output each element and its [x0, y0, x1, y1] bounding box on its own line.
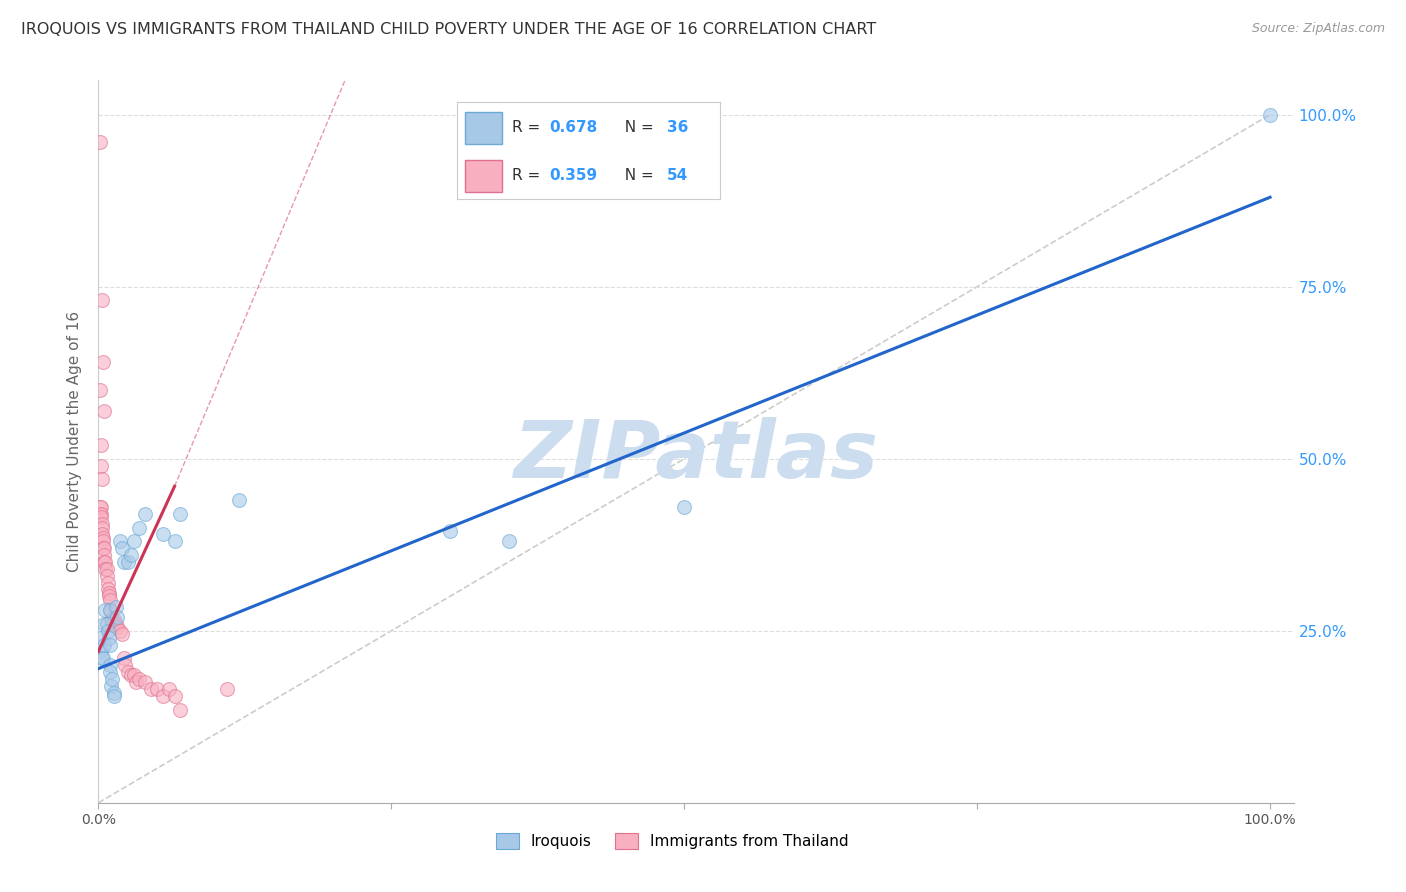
Point [89, 500, 111, 514]
Point [93, 541, 115, 556]
Point [163, 534, 186, 549]
Y-axis label: Child Poverty Under the Age of 16: Child Poverty Under the Age of 16 [67, 311, 83, 572]
Point [120, 548, 142, 562]
Point [96, 562, 118, 576]
Point [98, 603, 121, 617]
Point [111, 627, 134, 641]
Point [134, 507, 156, 521]
Point [90, 500, 112, 514]
Point [93, 638, 115, 652]
Point [128, 672, 150, 686]
Point [498, 534, 520, 549]
Point [125, 675, 148, 690]
Point [93, 548, 115, 562]
Point [122, 534, 145, 549]
Point [90, 458, 112, 473]
Text: ZIPatlas: ZIPatlas [513, 417, 879, 495]
Point [146, 682, 169, 697]
Text: Source: ZipAtlas.com: Source: ZipAtlas.com [1251, 22, 1385, 36]
Point [152, 689, 174, 703]
Point [673, 500, 696, 514]
Point [91, 534, 114, 549]
Point [90, 517, 114, 532]
Point [122, 668, 145, 682]
Point [90, 651, 114, 665]
Point [90, 472, 114, 486]
Point [108, 534, 131, 549]
Point [439, 524, 461, 538]
Point [105, 620, 128, 634]
Point [93, 403, 115, 417]
Point [89, 135, 111, 149]
Point [105, 616, 128, 631]
Point [120, 668, 142, 682]
Point [98, 631, 121, 645]
Legend: Iroquois, Immigrants from Thailand: Iroquois, Immigrants from Thailand [496, 833, 848, 849]
Point [157, 682, 180, 697]
Point [141, 682, 163, 697]
Point [103, 686, 125, 700]
Point [93, 616, 115, 631]
Point [105, 599, 128, 614]
Point [97, 582, 120, 597]
Point [91, 355, 114, 369]
Point [90, 438, 112, 452]
Point [117, 665, 139, 679]
Point [98, 638, 121, 652]
Point [98, 603, 121, 617]
Point [91, 531, 114, 545]
Point [114, 658, 136, 673]
Point [103, 614, 125, 628]
Point [96, 616, 118, 631]
Point [98, 665, 121, 679]
Point [128, 520, 150, 534]
Point [100, 679, 122, 693]
Text: IROQUOIS VS IMMIGRANTS FROM THAILAND CHILD POVERTY UNDER THE AGE OF 16 CORRELATI: IROQUOIS VS IMMIGRANTS FROM THAILAND CHI… [21, 22, 876, 37]
Point [91, 651, 114, 665]
Point [98, 658, 121, 673]
Point [108, 624, 131, 638]
Point [98, 592, 121, 607]
Point [90, 510, 112, 524]
Point [98, 586, 121, 600]
Point [100, 614, 122, 628]
Point [90, 644, 112, 658]
Point [90, 507, 112, 521]
Point [112, 651, 135, 665]
Point [101, 672, 124, 686]
Point [89, 631, 111, 645]
Point [228, 493, 250, 508]
Point [152, 527, 174, 541]
Point [96, 568, 118, 582]
Point [90, 520, 114, 534]
Point [94, 603, 117, 617]
Point [90, 293, 114, 308]
Point [97, 624, 120, 638]
Point [112, 555, 135, 569]
Point [117, 555, 139, 569]
Point [134, 675, 156, 690]
Point [163, 689, 186, 703]
Point [169, 703, 191, 717]
Point [1258, 108, 1281, 122]
Point [94, 562, 117, 576]
Point [101, 614, 124, 628]
Point [105, 610, 128, 624]
Point [89, 507, 111, 521]
Point [98, 590, 121, 604]
Point [91, 541, 114, 556]
Point [89, 383, 111, 397]
Point [103, 689, 125, 703]
Point [111, 541, 134, 556]
Point [217, 682, 239, 697]
Point [93, 555, 115, 569]
Point [94, 555, 117, 569]
Point [169, 507, 191, 521]
Point [97, 575, 120, 590]
Point [90, 527, 114, 541]
